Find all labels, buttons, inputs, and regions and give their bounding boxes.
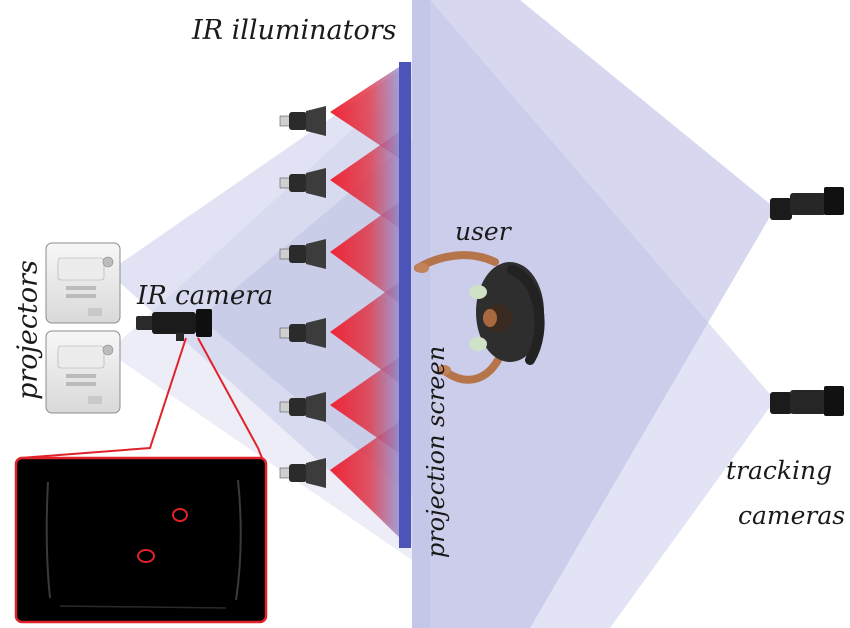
tracking-cameras-label-line1: tracking — [726, 456, 833, 485]
user-figure-icon — [414, 251, 545, 384]
ir-illuminators — [279, 106, 326, 488]
projector-icon — [45, 242, 121, 324]
tracking-camera-fov — [412, 0, 775, 628]
ir-illuminator-icon — [279, 106, 326, 136]
projectors — [45, 242, 121, 414]
ir-illuminator-icon — [279, 458, 326, 488]
user-label: user — [455, 217, 511, 246]
tracking-camera-icon — [770, 187, 844, 220]
projectors-label: projectors — [12, 260, 44, 400]
ir-illuminator-icon — [279, 318, 326, 348]
tracked-marker-1 — [172, 508, 188, 522]
tracked-marker-2 — [137, 549, 155, 563]
ir-illuminator-icon — [279, 239, 326, 269]
ir-illuminator-icon — [279, 168, 326, 198]
ir-illuminators-label: IR illuminators — [192, 15, 397, 46]
ir-camera-inset — [14, 456, 268, 624]
ir-illuminator-icon — [279, 392, 326, 422]
projection-screen-bar — [399, 62, 411, 548]
ir-camera-callout — [19, 337, 263, 459]
projector-icon — [45, 330, 121, 414]
tracking-camera-icon — [770, 386, 844, 416]
tracking-cameras-label-line2: cameras — [738, 501, 846, 530]
ir-camera-icon — [136, 309, 212, 341]
projection-screen-label: projection screen — [422, 345, 450, 559]
ir-camera-label: IR camera — [137, 281, 274, 311]
ir-illumination-fans — [330, 65, 402, 540]
